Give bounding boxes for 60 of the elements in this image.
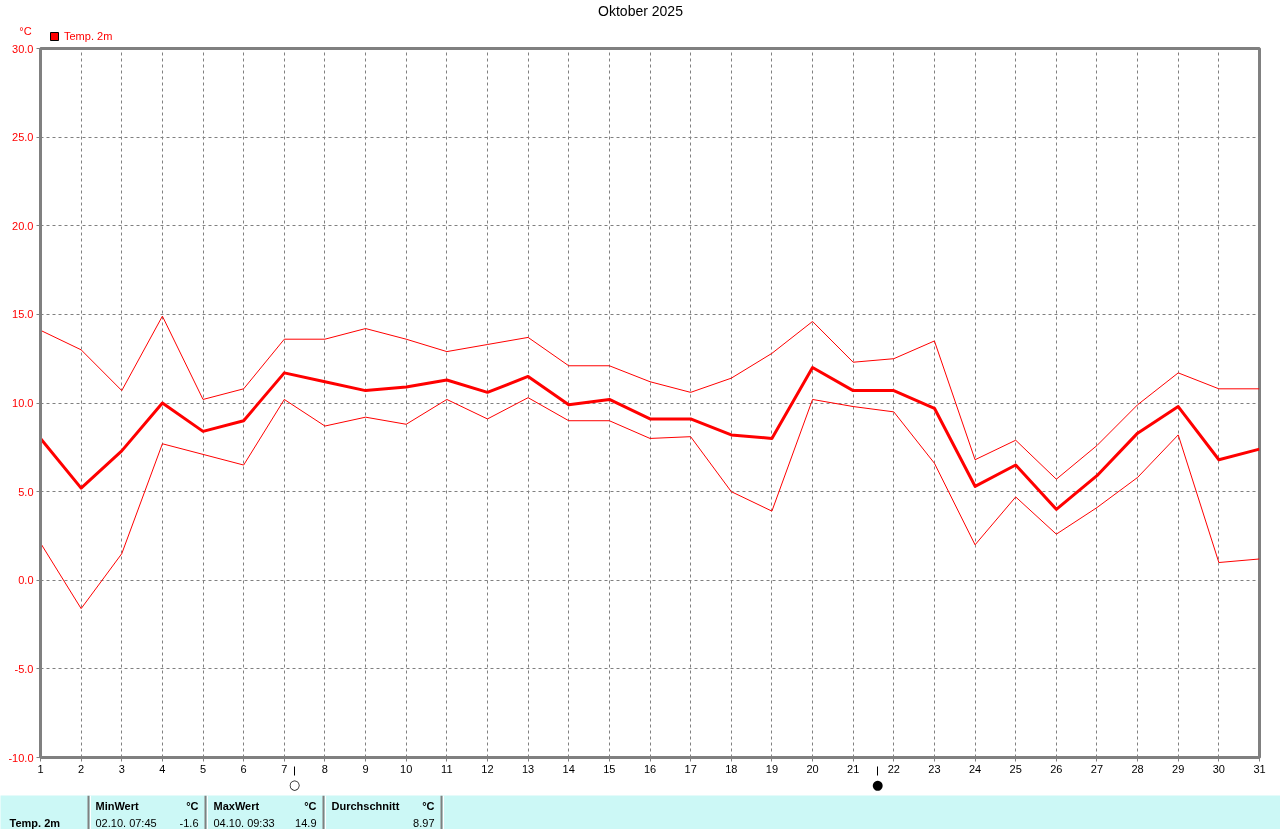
y-tick-label: 15.0 [12,308,34,321]
line-series [40,397,1260,610]
ref-line-label: ○ [288,776,301,792]
text: Temp. 2m [9,816,61,829]
y-tick-label: 0.0 [18,574,34,587]
x-tick-label: 31 [1253,762,1266,775]
chart-title: Oktober 2025 [598,2,684,19]
x-tick-label: 30 [1212,762,1225,775]
y-tick-label: 20.0 [12,219,34,232]
x-tick-label: 13 [521,762,535,775]
text: Durchschnitt [331,799,400,812]
x-tick-label: 16 [643,762,657,775]
x-tick-label: 11 [441,762,453,775]
x-tick-label: 10 [400,762,413,775]
line-series [40,315,1260,480]
ref-line-label: ● [871,776,884,792]
x-tick-label: 14 [562,762,575,775]
text: MinWert [95,799,140,812]
line-series [40,366,1260,511]
x-tick-label: 26 [1050,762,1063,775]
text: °C [186,799,199,812]
text: 8.97 [413,816,435,829]
x-tick-label: 1 [37,762,44,775]
x-tick-label: 5 [199,762,207,775]
text: 04.10. 09:33 [213,816,275,829]
x-tick-label: 23 [928,762,941,775]
x-tick-label: 21 [847,762,860,775]
text: °C [422,799,435,812]
y-axis-title: °C [19,24,32,37]
x-tick-label: 8 [321,762,328,775]
x-tick-label: 6 [240,762,247,775]
text: -1.6 [179,816,199,829]
x-tick-label: 18 [725,762,738,775]
x-tick-label: 17 [684,762,697,775]
x-tick-label: 22 [887,762,900,775]
x-tick-label: 15 [603,762,616,775]
x-tick-label: 4 [159,762,166,775]
x-tick-label: 20 [806,762,819,775]
x-tick-label: 19 [765,762,779,775]
x-tick-label: 9 [362,762,369,775]
x-tick-label: 25 [1009,762,1022,775]
y-tick-label: -5.0 [14,662,34,675]
y-tick-label: 30.0 [12,42,34,55]
x-tick-label: 2 [78,762,85,775]
text: MaxWert [213,799,260,812]
x-tick-label: 7 [281,762,288,775]
x-tick-label: 28 [1131,762,1144,775]
y-tick-label: 5.0 [18,485,34,498]
x-tick-label: 3 [118,762,125,775]
x-tick-label: 24 [968,762,982,775]
y-tick-label: -10.0 [8,751,34,764]
x-tick-label: 29 [1172,762,1185,775]
x-tick-label: 12 [481,762,494,775]
y-tick-label: 10.0 [12,397,34,409]
y-tick-label: 25.0 [12,131,34,144]
text: 02.10. 07:45 [95,816,157,829]
legend-label: Temp. 2m [64,30,113,42]
text: 14.9 [295,816,317,829]
x-tick-label: 27 [1090,762,1104,775]
text: °C [304,799,317,812]
